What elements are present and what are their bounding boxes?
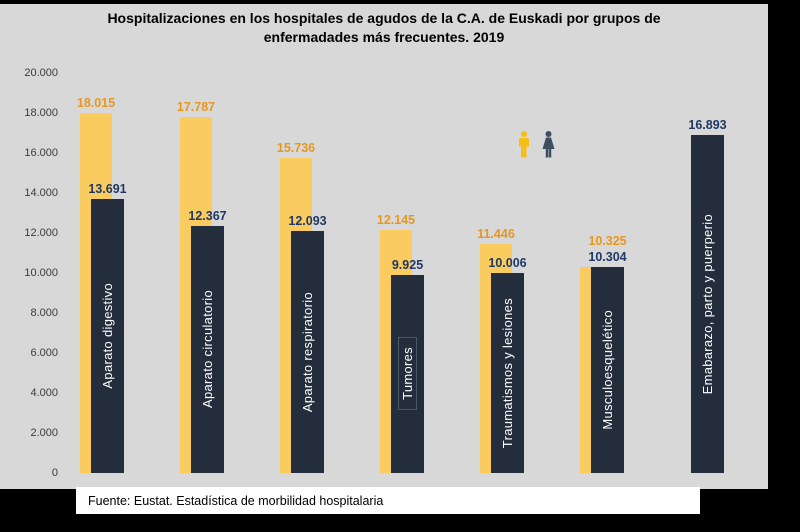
y-axis-tick-label: 6.000	[30, 347, 58, 359]
source-text: Fuente: Eustat. Estadística de morbilida…	[88, 493, 384, 508]
y-axis-tick-label: 0	[51, 467, 58, 479]
y-axis-tick-label: 2.000	[30, 427, 58, 439]
chart-title-line1: Hospitalizaciones en los hospitales de a…	[107, 10, 661, 26]
male-icon	[519, 131, 529, 158]
bar-value-label: 10.325	[588, 233, 627, 248]
category-label-6: Emabarazo, parto y puerperio	[691, 135, 724, 473]
bar-value-label: 12.367	[188, 208, 227, 223]
category-label-text: Aparato circulatorio	[200, 290, 215, 409]
y-axis-tick-label: 12.000	[24, 227, 58, 239]
chart-title: Hospitalizaciones en los hospitales de a…	[0, 9, 768, 47]
bar-women-2	[291, 231, 324, 473]
y-axis-tick-label: 8.000	[30, 307, 58, 319]
bar-value-label: 11.446	[477, 227, 515, 242]
y-axis-tick-label: 18.000	[24, 107, 58, 119]
category-label-1: Aparato circulatorio	[191, 226, 224, 473]
bar-value-label: 12.145	[376, 213, 416, 228]
bar-women-0	[91, 199, 124, 473]
y-axis-tick-label: 4.000	[30, 387, 58, 399]
source-box: Fuente: Eustat. Estadística de morbilida…	[76, 487, 700, 514]
top-border	[0, 0, 768, 4]
bar-value-label: 13.691	[88, 182, 127, 197]
category-label-text: Aparato digestivo	[100, 283, 115, 389]
category-label-text: Traumatismos y lesiones	[500, 297, 515, 449]
bar-value-label: 9.925	[391, 257, 424, 272]
legend	[517, 131, 557, 158]
category-label-5: Musculoesquelético	[591, 267, 624, 473]
y-axis-tick-label: 20.000	[24, 67, 58, 79]
y-axis-tick-label: 16.000	[24, 147, 58, 159]
category-label-3: Tumores	[391, 275, 424, 474]
right-border	[768, 0, 800, 532]
bar-value-label: 15.736	[276, 141, 316, 156]
bar-women-4	[491, 272, 524, 473]
category-label-text: Tumores	[398, 337, 417, 411]
category-label-2: Aparato respiratorio	[291, 231, 324, 473]
category-label-text: Aparato respiratorio	[300, 291, 315, 413]
category-label-4: Traumatismos y lesiones	[491, 273, 524, 473]
bar-value-label: 16.893	[688, 118, 727, 133]
y-axis-tick-label: 14.000	[24, 187, 58, 199]
bar-value-label: 12.093	[288, 214, 327, 229]
female-icon	[542, 131, 555, 158]
y-axis-tick-label: 10.000	[24, 267, 58, 279]
bar-value-label: 10.006	[488, 255, 527, 270]
bar-value-label: 18.015	[76, 95, 116, 110]
bar-women-1	[191, 225, 224, 473]
category-label-0: Aparato digestivo	[91, 199, 124, 473]
category-label-text: Emabarazo, parto y puerperio	[700, 213, 715, 395]
bar-women-3	[391, 274, 424, 473]
category-label-text: Musculoesquelético	[600, 310, 615, 430]
chart-title-line2: enfermadades más frecuentes. 2019	[263, 29, 505, 45]
bar-women-5	[591, 266, 624, 473]
bar-value-label: 10.304	[588, 249, 627, 264]
bar-value-label: 17.787	[176, 100, 216, 115]
bar-women-6	[691, 135, 724, 473]
